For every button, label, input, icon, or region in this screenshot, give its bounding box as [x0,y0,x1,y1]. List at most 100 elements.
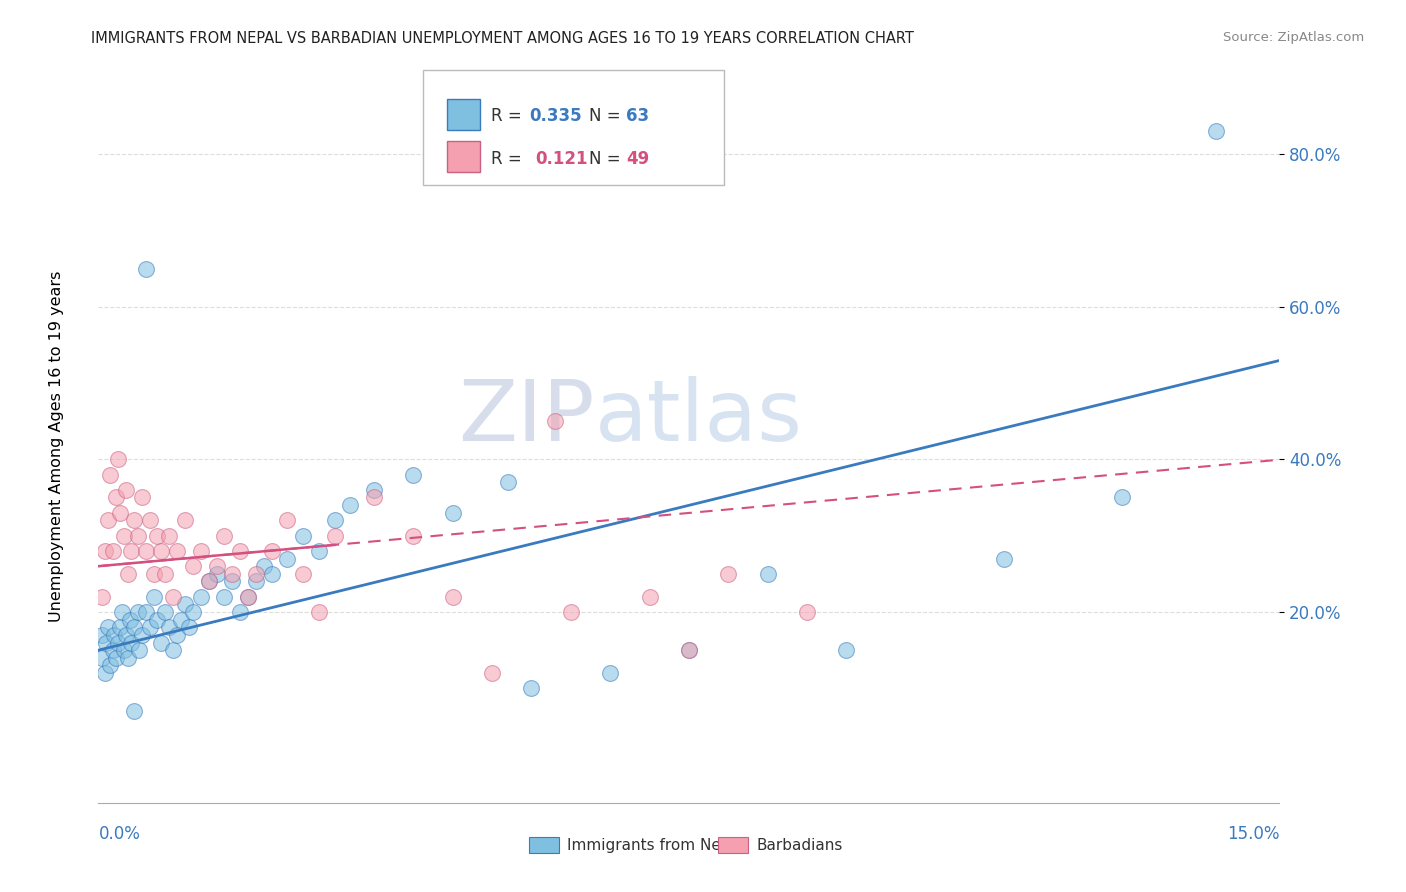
Point [323,529,346,543]
Point [520,681,543,696]
Point [221,566,243,581]
Point [104,491,127,505]
Point [127,529,149,543]
Point [107,452,129,467]
Point [117,566,139,581]
Point [276,513,298,527]
Point [150,635,173,649]
Text: Source: ZipAtlas.com: Source: ZipAtlas.com [1223,31,1364,45]
Point [599,666,621,681]
Point [441,506,464,520]
Point [97,620,120,634]
Point [142,566,165,581]
Text: Immigrants from Nepal: Immigrants from Nepal [567,838,745,854]
Point [323,513,346,527]
Point [91,628,114,642]
Bar [447,99,479,130]
Point [236,590,259,604]
Point [796,605,818,619]
Point [245,566,267,581]
Point [115,483,138,497]
Point [181,605,204,619]
Point [146,529,169,543]
Point [496,475,519,490]
Point [236,590,259,604]
Point [121,635,143,649]
Text: IMMIGRANTS FROM NEPAL VS BARBADIAN UNEMPLOYMENT AMONG AGES 16 TO 19 YEARS CORREL: IMMIGRANTS FROM NEPAL VS BARBADIAN UNEMP… [91,31,914,46]
Point [205,559,228,574]
Point [276,551,298,566]
Point [308,544,330,558]
Point [166,628,188,642]
Point [292,566,315,581]
Point [174,513,197,527]
Point [162,643,184,657]
Point [363,483,385,497]
Point [177,620,200,634]
Point [190,544,212,558]
Point [127,605,149,619]
Point [98,658,121,673]
Point [135,605,157,619]
Point [339,498,361,512]
Bar [718,837,748,853]
Point [174,598,197,612]
Point [91,590,114,604]
Point [756,566,779,581]
Point [221,574,243,589]
Point [205,566,228,581]
Point [253,559,276,574]
Point [441,590,464,604]
Point [229,605,252,619]
Point [717,566,740,581]
Point [112,529,135,543]
FancyBboxPatch shape [423,70,724,185]
Point [157,620,180,634]
Point [96,635,118,649]
Point [170,613,193,627]
Point [835,643,858,657]
Point [121,544,143,558]
Point [103,628,125,642]
Point [1111,491,1133,505]
Point [638,590,661,604]
Point [118,613,141,627]
Point [155,605,177,619]
Point [97,513,120,527]
Point [115,628,138,642]
Bar [447,141,479,172]
Point [104,650,127,665]
Point [128,643,150,657]
Point [98,467,121,482]
Point [260,544,283,558]
Point [190,590,212,604]
Point [138,513,160,527]
Point [111,605,134,619]
Point [93,544,115,558]
Point [131,491,153,505]
Point [402,467,425,482]
Point [245,574,267,589]
Point [112,643,135,657]
Point [993,551,1015,566]
Point [181,559,204,574]
Point [131,628,153,642]
Point [197,574,219,589]
Point [135,261,157,276]
Text: atlas: atlas [595,376,803,459]
Point [93,666,115,681]
Text: N =: N = [589,108,626,126]
Point [122,620,145,634]
Point [122,513,145,527]
Point [110,506,132,520]
Point [678,643,700,657]
Point [150,544,173,558]
Point [544,414,567,428]
Point [481,666,503,681]
Point [308,605,330,619]
Point [155,566,177,581]
Point [214,590,236,604]
Point [135,544,157,558]
Point [122,704,145,718]
Text: 0.335: 0.335 [530,108,582,126]
